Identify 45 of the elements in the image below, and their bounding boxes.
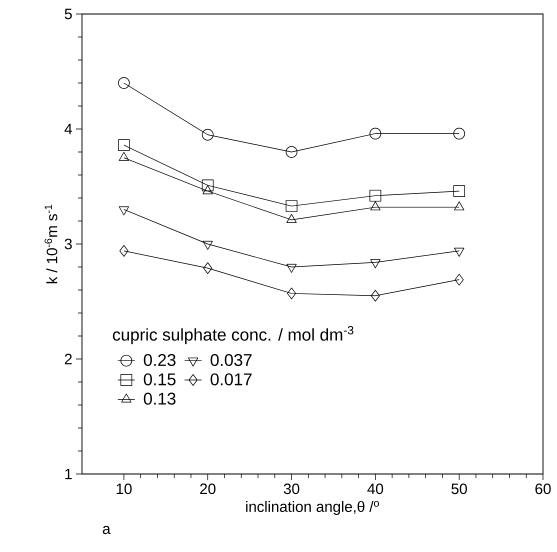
legend-label: 0.23 [144, 354, 176, 366]
x-axis-title: inclination angle,θ /$^{o}$ [246, 500, 379, 515]
point [118, 206, 130, 216]
point [286, 146, 298, 158]
y-tick-label: 3 [64, 238, 72, 250]
y-tick-label: 1 [65, 468, 72, 480]
y-tick-label: 2 [64, 354, 72, 364]
point [202, 179, 214, 192]
point [202, 185, 213, 194]
point [453, 185, 466, 197]
text: a [102, 526, 111, 534]
legend-title: cupric sulphate conc. / mol dm$^{-3}$ [112, 326, 354, 344]
x-tick-label: 30 [284, 484, 300, 494]
point [118, 152, 130, 161]
legend-label: 0.017 [210, 373, 252, 386]
point [286, 214, 297, 223]
legend-label: 0.13 [144, 392, 176, 405]
point [202, 240, 213, 250]
point [454, 274, 464, 286]
point [454, 248, 464, 257]
point [118, 139, 130, 151]
y-tick-label: 4 [64, 124, 72, 134]
point [118, 77, 130, 89]
x-tick-label: 10 [116, 484, 132, 494]
point [453, 128, 466, 140]
y-tick-label: 5 [64, 8, 72, 20]
point [286, 264, 297, 273]
point [370, 290, 380, 302]
point [454, 201, 464, 210]
x-tick-label: 50 [451, 484, 467, 494]
point [370, 128, 382, 140]
legend-label: 0.15 [144, 373, 176, 386]
point [286, 200, 298, 212]
x-tick-label: 60 [535, 484, 551, 494]
y-axis-title: k / 10$^{-6}$m s$^{-1}$ [44, 204, 58, 284]
point [119, 245, 128, 257]
legend-label: 0.037 [210, 354, 252, 366]
x-tick-label: 40 [367, 484, 384, 494]
point [202, 128, 214, 141]
point [370, 190, 382, 202]
point [203, 262, 212, 274]
point [370, 201, 380, 210]
point [287, 288, 296, 300]
x-tick-label: 20 [200, 484, 216, 494]
point [370, 259, 380, 268]
